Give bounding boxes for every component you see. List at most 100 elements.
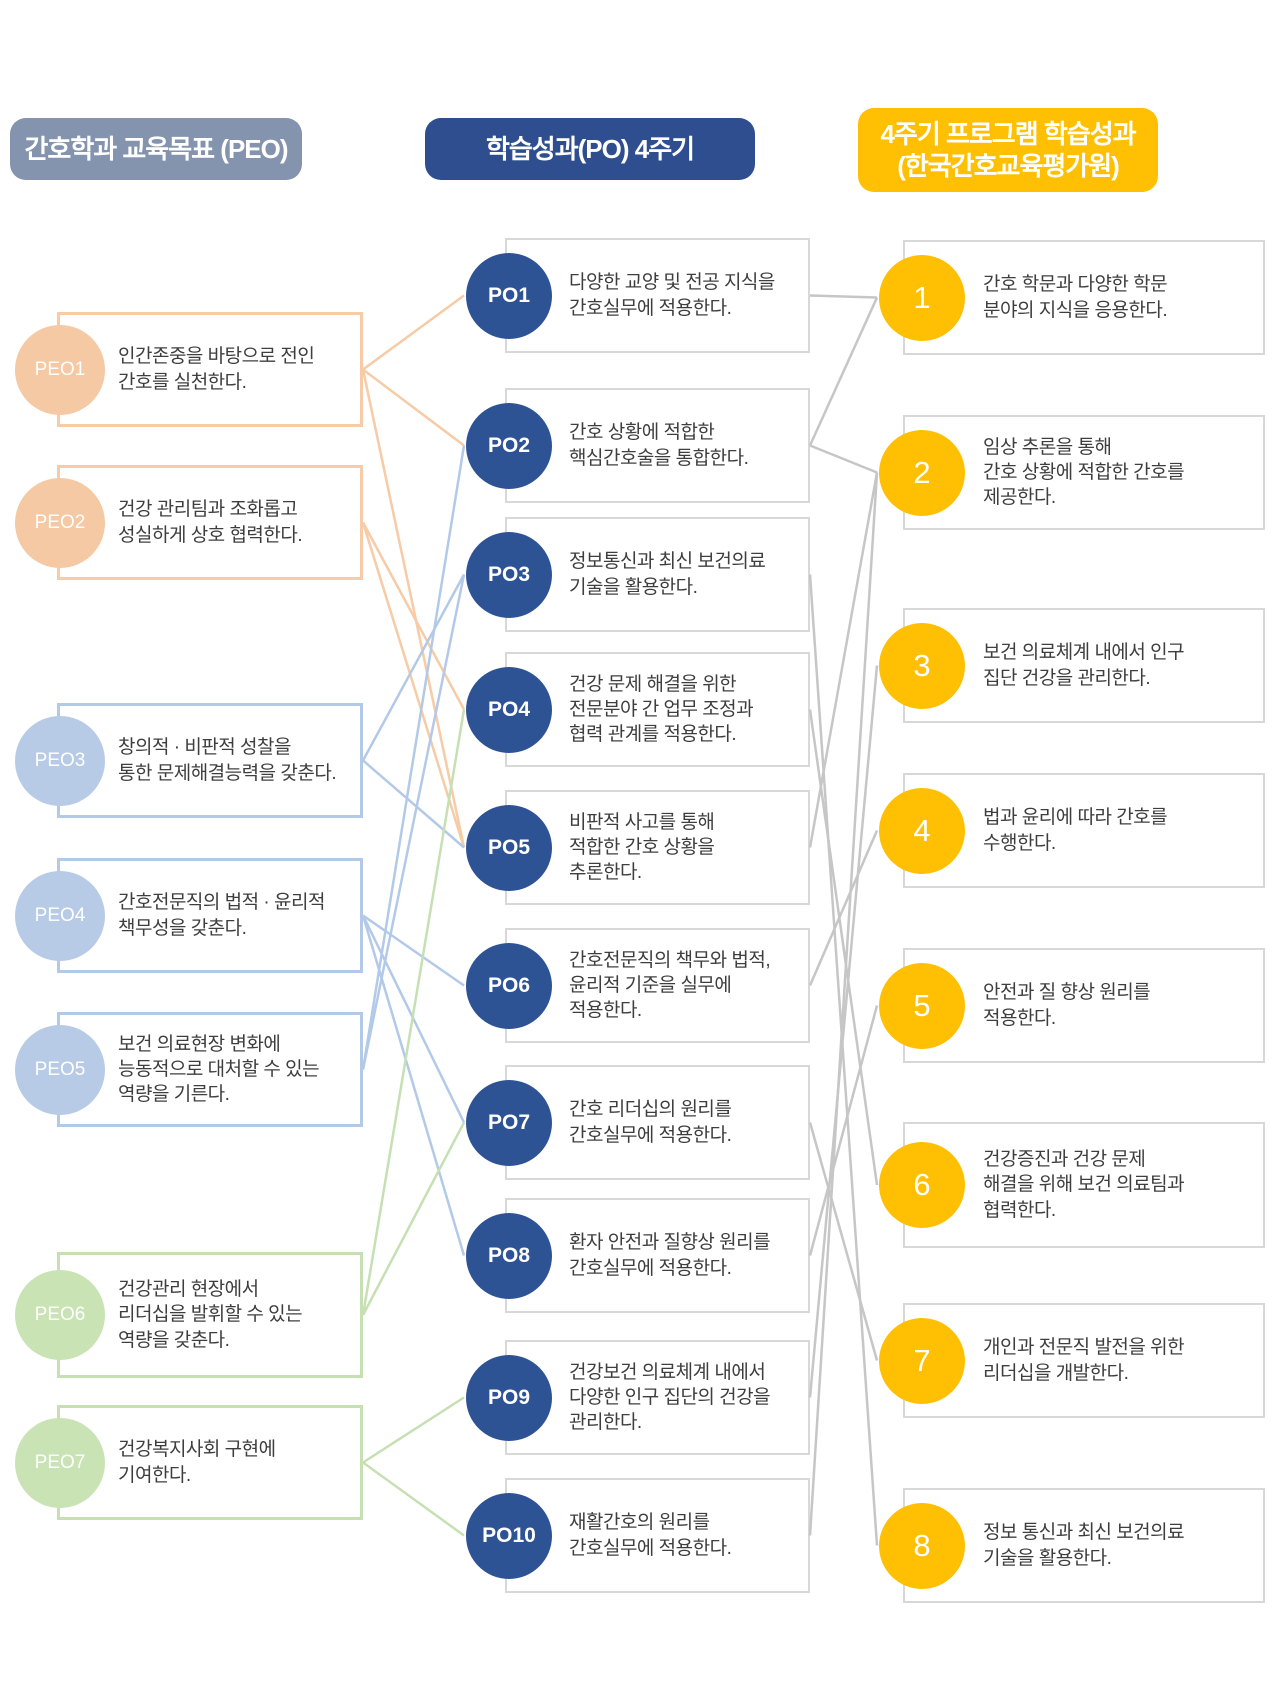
po7-label: PO7 [487,1110,531,1134]
po4-label: PO4 [487,697,531,721]
outcome6-box: 6 건강증진과 건강 문제 해결을 위해 보건 의료팀과 협력한다. [879,1122,1265,1248]
outcome4-box: 4 법과 윤리에 따라 간호를 수행한다. [879,773,1265,888]
outcome8-circle: 8 [879,1502,965,1589]
peo4-label: PEO4 [34,904,86,926]
po3-circle: PO3 [466,531,552,618]
peo5-label: PEO5 [34,1058,86,1080]
edge-PEO7-PO9 [362,1396,465,1464]
peo7-label: PEO7 [34,1451,86,1473]
po7-circle: PO7 [466,1079,552,1166]
edge-PEO2-PO5 [361,522,466,848]
outcome5-circle: 5 [879,962,965,1049]
po7-box: PO7 간호 리더십의 원리를 간호실무에 적용한다. [466,1065,810,1180]
edge-PEO7-PO10 [362,1461,465,1537]
peo7-circle: PEO7 [15,1417,105,1508]
outcome6-number: 6 [913,1167,931,1202]
edge-PEO5-PO3 [361,574,466,1070]
edge-PEO3-PO5 [362,759,465,849]
outcome3-text: 보건 의료체계 내에서 인구 집단 건강을 관리한다. [983,642,1185,689]
po10-label: PO10 [482,1523,536,1547]
peo1-label: PEO1 [34,358,86,380]
peo5-text: 보건 의료현장 변화에 능동적으로 대처할 수 있는 역량을 기른다. [118,1033,320,1106]
outcome4-number: 4 [913,812,931,848]
po10-box: PO10 재활간호의 원리를 간호실무에 적용한다. [466,1478,810,1593]
peo3-circle: PEO3 [15,715,105,806]
outcome3-number: 3 [913,647,931,683]
po1-box: PO1 다양한 교양 및 전공 지식을 간호실무에 적용한다. [466,238,810,353]
po5-circle: PO5 [466,804,552,891]
edge-PEO3-PO3 [361,573,466,762]
po4-box: PO4 건강 문제 해결을 위한 전문분야 간 업무 조정과 협력 관계를 적용… [466,652,810,767]
outcome1-text: 간호 학문과 다양한 학문 분야의 지식을 응용한다. [983,274,1168,321]
edge-PEO4-PO7 [361,914,466,1124]
po5-label: PO5 [487,835,531,859]
outcome7-text: 개인과 전문직 발전을 위한 리더십을 개발한다. [983,1337,1185,1384]
outcome8-box: 8 정보 통신과 최신 보건의료 기술을 활용한다. [879,1488,1265,1603]
outcome1-circle: 1 [879,254,965,341]
po6-text: 간호전문직의 책무와 법적, 윤리적 기준을 실무에 적용한다. [569,949,771,1022]
peo6-box: PEO6 건강관리 현장에서 리더십을 발휘할 수 있는 역량을 갖춘다. [15,1252,363,1378]
peo7-box: PEO7 건강복지사회 구현에 기여한다. [15,1405,363,1520]
outcome-column-header: 4주기 프로그램 학습성과 (한국간호교육평가원) [858,108,1158,192]
outcome2-circle: 2 [879,429,965,516]
edge-PEO1-PO2 [362,368,465,447]
edge-PO6-outcome4 [808,830,879,986]
outcome2-text: 임상 추론을 통해 간호 상황에 적합한 간호를 제공한다. [983,436,1185,509]
outcome3-box: 3 보건 의료체계 내에서 인구 집단 건강을 관리한다. [879,608,1265,723]
po3-box: PO3 정보통신과 최신 보건의료 기술을 활용한다. [466,517,810,632]
po8-label: PO8 [487,1243,531,1267]
po4-circle: PO4 [466,666,552,753]
po1-label: PO1 [487,283,531,307]
peo2-text: 건강 관리팀과 조화롭고 성실하게 상호 협력한다. [118,499,303,546]
peo4-box: PEO4 간호전문직의 법적 · 윤리적 책무성을 갖춘다. [15,858,363,973]
peo2-circle: PEO2 [15,477,105,568]
outcome8-number: 8 [913,1527,931,1563]
po-column-header: 학습성과(PO) 4주기 [425,118,755,180]
edge-PEO6-PO7 [361,1121,466,1316]
edge-PO8-outcome5 [808,1005,879,1256]
peo7-text: 건강복지사회 구현에 기여한다. [118,1439,276,1486]
peo1-circle: PEO1 [15,324,105,415]
outcome2-box: 2 임상 추론을 통해 간호 상황에 적합한 간호를 제공한다. [879,415,1265,530]
edge-PEO1-PO5 [361,369,466,848]
outcome6-text: 건강증진과 건강 문제 해결을 위해 보건 의료팀과 협력한다. [983,1149,1185,1221]
outcome4-circle: 4 [879,787,965,874]
peo6-text: 건강관리 현장에서 리더십을 발휘할 수 있는 역량을 갖춘다. [118,1279,303,1351]
peo4-circle: PEO4 [15,870,105,961]
po9-circle: PO9 [466,1354,552,1441]
edge-PO5-outcome2 [808,472,879,848]
edge-PO2-outcome1 [808,296,879,447]
outcome5-text: 안전과 질 향상 원리를 적용한다. [983,982,1151,1029]
outcome7-box: 7 개인과 전문직 발전을 위한 리더십을 개발한다. [879,1303,1265,1418]
outcome5-box: 5 안전과 질 향상 원리를 적용한다. [879,948,1265,1063]
po2-label: PO2 [487,433,531,457]
po8-circle: PO8 [466,1212,552,1299]
edge-PO4-outcome6 [808,709,879,1186]
edge-PO7-outcome7 [808,1122,879,1361]
peo1-box: PEO1 인간존중을 바탕으로 전인 간호를 실천한다. [15,312,363,427]
edge-PEO6-PO4 [361,709,466,1316]
po10-text: 재활간호의 원리를 간호실무에 적용한다. [569,1512,732,1559]
po3-label: PO3 [487,562,531,586]
peo2-label: PEO2 [34,511,86,533]
po1-text: 다양한 교양 및 전공 지식을 간호실무에 적용한다. [569,272,775,319]
po7-text: 간호 리더십의 원리를 간호실무에 적용한다. [569,1099,732,1146]
po5-box: PO5 비판적 사고를 통해 적합한 간호 상황을 추론한다. [466,790,810,905]
peo6-circle: PEO6 [15,1270,105,1360]
po2-text: 간호 상황에 적합한 핵심간호술을 통합한다. [569,422,749,469]
po1-circle: PO1 [466,252,552,339]
outcome6-circle: 6 [879,1142,965,1228]
edge-PEO4-PO6 [362,914,465,987]
edge-PO1-outcome1 [809,294,878,299]
po2-circle: PO2 [466,402,552,489]
po9-text: 건강보건 의료체계 내에서 다양한 인구 집단의 건강을 관리한다. [569,1361,771,1434]
peo3-box: PEO3 창의적 · 비판적 성찰을 통한 문제해결능력을 갖춘다. [15,703,363,818]
outcome3-circle: 3 [879,622,965,709]
outcome1-box: 1 간호 학문과 다양한 학문 분야의 지식을 응용한다. [879,240,1265,355]
peo5-box: PEO5 보건 의료현장 변화에 능동적으로 대처할 수 있는 역량을 기른다. [15,1012,363,1127]
peo3-text: 창의적 · 비판적 성찰을 통한 문제해결능력을 갖춘다. [118,737,337,784]
outcome7-number: 7 [913,1342,931,1378]
outcome1-number: 1 [913,279,931,315]
po2-box: PO2 간호 상황에 적합한 핵심간호술을 통합한다. [466,388,810,503]
